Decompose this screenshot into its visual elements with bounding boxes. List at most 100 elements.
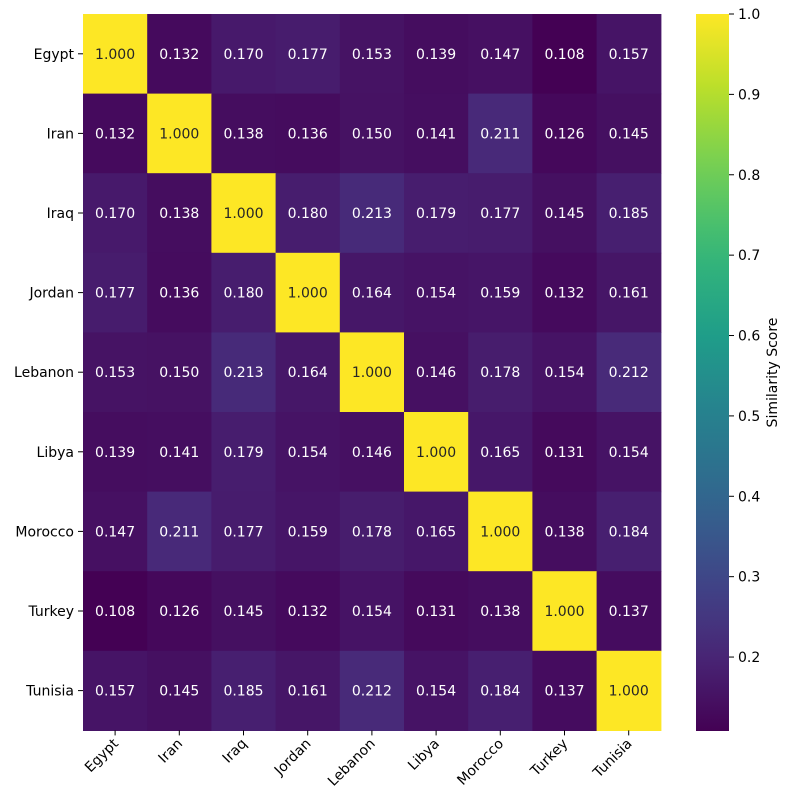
x-tick-label: Jordan (271, 736, 315, 780)
cell-value-label: 0.185 (223, 684, 263, 700)
cell-value-label: 0.157 (95, 684, 135, 700)
heatmap-cell-4-7 (532, 332, 598, 413)
heatmap-cell-1-8 (596, 93, 662, 174)
cell-value-label: 0.177 (95, 286, 135, 302)
colorbar-tick-label: 0.2 (738, 650, 760, 666)
cell-value-label: 0.170 (95, 206, 135, 222)
heatmap-cell-4-3 (275, 332, 341, 413)
cell-value-label: 0.212 (609, 365, 649, 381)
cell-value-label: 0.164 (288, 365, 328, 381)
colorbar-tick-label: 0.5 (738, 409, 760, 425)
heatmap-cell-7-2 (211, 571, 277, 652)
x-tick-label: Iran (155, 736, 186, 767)
heatmap-cell-7-3 (275, 571, 341, 652)
colorbar-tick-label: 0.6 (738, 329, 760, 345)
x-tick-label: Lebanon (325, 736, 379, 790)
heatmap-cell-6-0 (83, 491, 148, 572)
x-tick-label: Turkey (527, 736, 571, 780)
heatmap-cell-6-7 (532, 491, 598, 572)
heatmap-cell-4-6 (468, 332, 533, 413)
cell-value-label: 0.138 (480, 604, 520, 620)
cell-value-label: 1.000 (480, 524, 520, 540)
colorbar-label: Similarity Score (765, 318, 781, 428)
heatmap-cell-3-7 (532, 252, 598, 333)
heatmap-cell-3-2 (211, 252, 277, 333)
cell-value-label: 0.150 (352, 126, 392, 142)
cell-value-label: 0.154 (352, 604, 392, 620)
heatmap-cell-0-4 (339, 14, 405, 95)
heatmap-cell-6-5 (404, 491, 469, 572)
cell-value-label: 0.165 (480, 445, 520, 461)
heatmap-cell-2-5 (404, 173, 469, 254)
cell-value-label: 0.146 (352, 445, 392, 461)
x-tick-label: Egypt (82, 736, 122, 776)
heatmap-cell-7-8 (596, 571, 662, 652)
heatmap-cell-7-7 (532, 571, 598, 652)
cell-value-label: 0.161 (288, 684, 328, 700)
x-tick-label: Libya (405, 736, 443, 774)
heatmap-cell-3-8 (596, 252, 662, 333)
cell-value-label: 1.000 (609, 684, 649, 700)
heatmap-cell-8-6 (468, 650, 533, 731)
heatmap-cells: 1.000 0.132 0.170 0.177 0.153 0.139 0.147 0.108… (83, 14, 662, 731)
cell-value-label: 1.000 (352, 365, 392, 381)
heatmap-cell-8-3 (275, 650, 341, 731)
cell-value-label: 0.132 (544, 286, 584, 302)
cell-value-label: 1.000 (288, 286, 328, 302)
cell-value-label: 0.211 (159, 524, 199, 540)
colorbar-gradient (696, 14, 729, 731)
cell-value-label: 0.139 (416, 47, 456, 63)
heatmap-cell-0-0 (83, 14, 148, 95)
heatmap-cell-0-1 (147, 14, 212, 95)
cell-value-label: 0.178 (352, 524, 392, 540)
colorbar-tick-label: 0.4 (738, 489, 760, 505)
cell-value-label: 0.147 (480, 47, 520, 63)
y-tick-label: Tunisia (25, 684, 74, 700)
y-tick-label: Egypt (34, 47, 75, 63)
cell-value-label: 0.136 (288, 126, 328, 142)
heatmap-cell-5-4 (339, 412, 405, 493)
heatmap-cell-1-4 (339, 93, 405, 174)
y-tick-label: Libya (37, 445, 74, 461)
colorbar-tick-label: 0.8 (738, 168, 760, 184)
heatmap-cell-5-6 (468, 412, 533, 493)
cell-value-label: 0.145 (609, 126, 649, 142)
cell-value-label: 0.184 (480, 684, 520, 700)
heatmap-cell-3-6 (468, 252, 533, 333)
heatmap-cell-2-4 (339, 173, 405, 254)
cell-value-label: 0.154 (416, 286, 456, 302)
heatmap-cell-6-8 (596, 491, 662, 572)
cell-value-label: 0.157 (609, 47, 649, 63)
heatmap-cell-4-5 (404, 332, 469, 413)
heatmap-cell-3-0 (83, 252, 148, 333)
heatmap-cell-1-6 (468, 93, 533, 174)
cell-value-label: 0.141 (416, 126, 456, 142)
cell-value-label: 0.170 (223, 47, 263, 63)
heatmap-cell-8-4 (339, 650, 405, 731)
heatmap-cell-1-7 (532, 93, 598, 174)
heatmap-cell-5-5 (404, 412, 469, 493)
colorbar-ticks: 0.2 0.3 0.4 0.5 0.6 0.7 0.8 0.9 1.0 (729, 7, 760, 666)
cell-value-label: 0.154 (416, 684, 456, 700)
cell-value-label: 0.132 (159, 47, 199, 63)
y-tick-label: Jordan (28, 286, 74, 302)
cell-value-label: 0.213 (352, 206, 392, 222)
y-tick-label: Turkey (27, 604, 74, 620)
cell-value-label: 0.164 (352, 286, 392, 302)
y-tick-label: Morocco (15, 524, 74, 540)
heatmap-cell-0-5 (404, 14, 469, 95)
x-tick-labels: Egypt Iran Iraq Jordan Lebanon Libya Morocco Tu… (82, 730, 636, 790)
cell-value-label: 0.141 (159, 445, 199, 461)
heatmap-cell-3-1 (147, 252, 212, 333)
cell-value-label: 1.000 (159, 126, 199, 142)
heatmap-cell-6-2 (211, 491, 277, 572)
cell-value-label: 0.154 (288, 445, 328, 461)
cell-value-label: 0.154 (544, 365, 584, 381)
heatmap-cell-8-7 (532, 650, 598, 731)
heatmap-cell-5-7 (532, 412, 598, 493)
cell-value-label: 1.000 (223, 206, 263, 222)
cell-value-label: 0.153 (95, 365, 135, 381)
cell-value-label: 0.178 (480, 365, 520, 381)
cell-value-label: 0.132 (288, 604, 328, 620)
cell-value-label: 0.180 (223, 286, 263, 302)
